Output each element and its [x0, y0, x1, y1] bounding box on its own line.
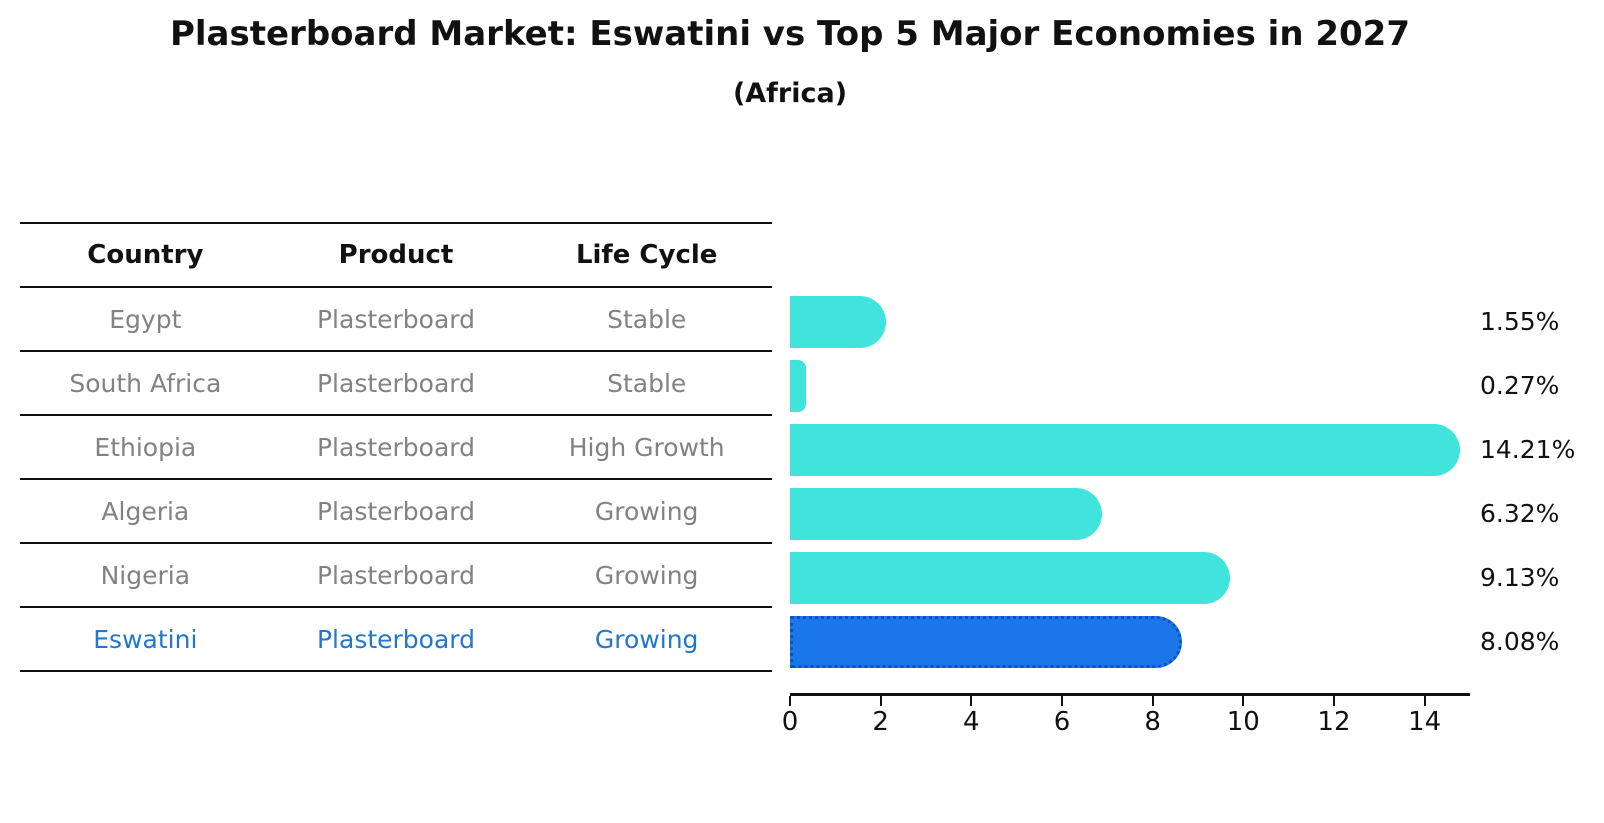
x-axis-tick-label: 4 — [963, 707, 980, 737]
table-row: Nigeria Plasterboard Growing — [20, 544, 772, 608]
table-cell-product: Plasterboard — [316, 496, 476, 526]
table-header-row: Country Product Life Cycle — [20, 222, 772, 288]
table-row: Egypt Plasterboard Stable — [20, 288, 772, 352]
x-axis-tick-label: 2 — [872, 707, 889, 737]
table-cell-life-cycle: Growing — [594, 624, 699, 654]
table-cell-life-cycle: Growing — [594, 560, 699, 590]
table-cell-country: Eswatini — [93, 624, 198, 654]
x-axis-tick — [1423, 695, 1426, 706]
x-axis-tick — [879, 695, 882, 706]
table-cell-product: Plasterboard — [316, 432, 476, 462]
bar-ethiopia — [790, 424, 1461, 476]
x-axis-tick — [1151, 695, 1154, 706]
value-label-eswatini: 8.08% — [1480, 627, 1560, 656]
table-row: Ethiopia Plasterboard High Growth — [20, 416, 772, 480]
bar-south-africa — [790, 360, 806, 412]
table-cell-life-cycle: Growing — [594, 496, 699, 526]
table-cell-country: Nigeria — [100, 560, 191, 590]
table-cell-product: Plasterboard — [316, 304, 476, 334]
table-cell-country: Algeria — [101, 496, 190, 526]
table-cell-country: South Africa — [69, 368, 222, 398]
x-axis-tick-label: 10 — [1226, 707, 1260, 737]
x-axis-tick — [970, 695, 973, 706]
value-label-south-africa: 0.27% — [1480, 371, 1560, 400]
table-cell-country: Egypt — [109, 304, 182, 334]
table-cell-life-cycle: High Growth — [568, 432, 725, 462]
bar-eswatini — [790, 616, 1183, 668]
x-axis-tick-label: 14 — [1408, 707, 1442, 737]
value-label-ethiopia: 14.21% — [1480, 435, 1576, 464]
table-cell-product: Plasterboard — [316, 560, 476, 590]
bar-algeria — [790, 488, 1103, 540]
table-cell-life-cycle: Stable — [607, 304, 687, 334]
table-cell-country: Ethiopia — [94, 432, 197, 462]
x-axis-tick-label: 0 — [781, 707, 799, 737]
table-header-lifecycle: Life Cycle — [575, 240, 718, 270]
x-axis-tick-label: 6 — [1053, 707, 1071, 737]
value-label-algeria: 6.32% — [1480, 499, 1560, 528]
x-axis-line — [790, 693, 1470, 696]
table-row: South Africa Plasterboard Stable — [20, 352, 772, 416]
chart-title: Plasterboard Market: Eswatini vs Top 5 M… — [169, 14, 1410, 54]
chart-subtitle: (Africa) — [732, 78, 848, 109]
table-body: Egypt Plasterboard Stable South Africa Plast… — [20, 288, 772, 672]
x-axis-tick — [1242, 695, 1245, 706]
table-row: Algeria Plasterboard Growing — [20, 480, 772, 544]
value-label-nigeria: 9.13% — [1480, 563, 1560, 592]
table-header-country: Country — [87, 240, 204, 270]
country-table: Country Product Life Cycle Egypt Plasterb… — [20, 222, 772, 672]
table-cell-life-cycle: Stable — [607, 368, 687, 398]
bar-nigeria — [790, 552, 1230, 604]
value-label-egypt: 1.55% — [1480, 307, 1560, 336]
x-axis-tick-label: 12 — [1317, 707, 1351, 737]
x-axis-tick — [1332, 695, 1335, 706]
bar-egypt — [790, 296, 887, 348]
table-row: Eswatini Plasterboard Growing — [20, 608, 772, 672]
table-cell-product: Plasterboard — [316, 368, 476, 398]
x-axis-tick — [1060, 695, 1063, 706]
table-header-product: Product — [338, 240, 454, 270]
x-axis-tick-label: 8 — [1144, 707, 1161, 737]
x-axis-tick — [789, 695, 791, 706]
table-cell-product: Plasterboard — [316, 624, 476, 654]
